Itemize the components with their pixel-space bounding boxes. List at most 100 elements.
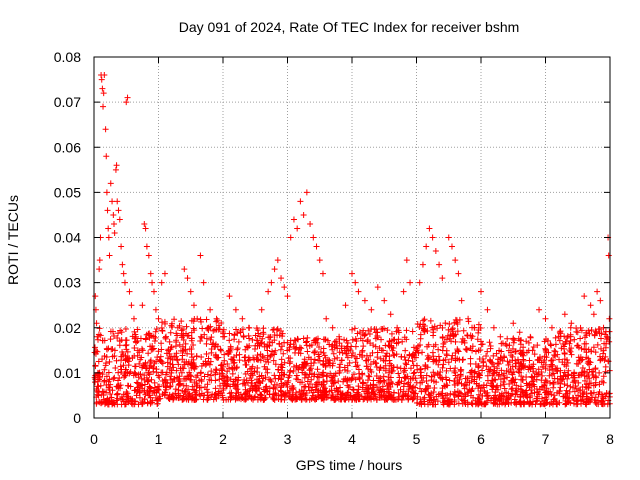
data-point — [420, 317, 427, 324]
data-point — [455, 379, 462, 386]
data-point — [326, 388, 333, 395]
data-point — [99, 85, 106, 92]
data-point — [179, 348, 186, 355]
data-point — [279, 391, 286, 398]
data-point — [114, 198, 121, 205]
data-point — [553, 366, 560, 373]
data-point — [554, 368, 561, 375]
data-point — [400, 369, 407, 376]
data-point — [241, 354, 248, 361]
data-point — [600, 373, 607, 380]
data-point — [252, 342, 259, 349]
data-point — [529, 347, 536, 354]
data-point — [461, 391, 468, 398]
data-point — [479, 356, 486, 363]
data-point — [200, 279, 207, 286]
data-point — [290, 216, 297, 223]
data-point — [437, 391, 444, 398]
data-point — [430, 326, 437, 333]
data-point — [119, 261, 126, 268]
data-point — [445, 234, 452, 241]
data-point — [159, 391, 166, 398]
data-point — [578, 327, 585, 334]
data-point — [198, 362, 205, 369]
data-point — [181, 359, 188, 366]
data-point — [370, 342, 377, 349]
data-point — [414, 362, 421, 369]
data-point — [472, 401, 479, 408]
data-point — [513, 360, 520, 367]
data-point — [526, 400, 533, 407]
data-point — [507, 392, 514, 399]
data-point — [567, 399, 574, 406]
data-point — [414, 393, 421, 400]
data-point — [510, 335, 517, 342]
data-point — [419, 379, 426, 386]
data-point — [428, 377, 435, 384]
data-point — [586, 330, 593, 337]
data-point — [402, 347, 409, 354]
data-point — [99, 388, 106, 395]
data-point — [230, 360, 237, 367]
data-point — [426, 225, 433, 232]
data-point — [344, 390, 351, 397]
data-point — [349, 326, 356, 333]
data-point — [557, 367, 564, 374]
data-point — [112, 166, 119, 173]
data-point — [156, 374, 163, 381]
data-point — [232, 376, 239, 383]
data-point — [439, 275, 446, 282]
data-point — [345, 384, 352, 391]
data-point — [92, 293, 99, 300]
data-point — [131, 387, 138, 394]
data-point — [476, 371, 483, 378]
data-point — [160, 382, 167, 389]
data-point — [465, 315, 472, 322]
data-point — [173, 350, 180, 357]
data-point — [375, 375, 382, 382]
data-point — [581, 334, 588, 341]
data-point — [212, 385, 219, 392]
data-point — [416, 400, 423, 407]
data-point — [233, 326, 240, 333]
data-point — [403, 327, 410, 334]
data-point — [512, 387, 519, 394]
data-point — [93, 320, 100, 327]
data-point — [129, 401, 136, 408]
data-point — [115, 369, 122, 376]
data-point — [495, 360, 502, 367]
data-point — [246, 375, 253, 382]
data-point — [157, 357, 164, 364]
data-point — [120, 362, 127, 369]
data-point — [585, 355, 592, 362]
axis-ticks — [93, 56, 611, 419]
data-point — [447, 332, 454, 339]
data-point — [590, 311, 597, 318]
data-point — [533, 386, 540, 393]
data-point — [254, 327, 261, 334]
data-point — [370, 377, 377, 384]
data-point — [137, 356, 144, 363]
data-point — [424, 382, 431, 389]
data-point — [320, 388, 327, 395]
data-point — [432, 248, 439, 255]
data-point — [464, 332, 471, 339]
data-point — [429, 234, 436, 241]
data-point — [278, 356, 285, 363]
data-point — [344, 367, 351, 374]
data-point — [517, 383, 524, 390]
data-point — [91, 344, 98, 351]
data-point — [434, 325, 441, 332]
data-point — [324, 372, 331, 379]
data-point — [504, 358, 511, 365]
data-point — [503, 395, 510, 402]
data-point — [109, 198, 116, 205]
data-point — [198, 384, 205, 391]
data-point — [412, 384, 419, 391]
data-point — [354, 362, 361, 369]
x-axis-label: GPS time / hours — [296, 457, 403, 473]
data-point — [286, 360, 293, 367]
data-point — [147, 394, 154, 401]
data-point — [395, 370, 402, 377]
data-point — [523, 338, 530, 345]
